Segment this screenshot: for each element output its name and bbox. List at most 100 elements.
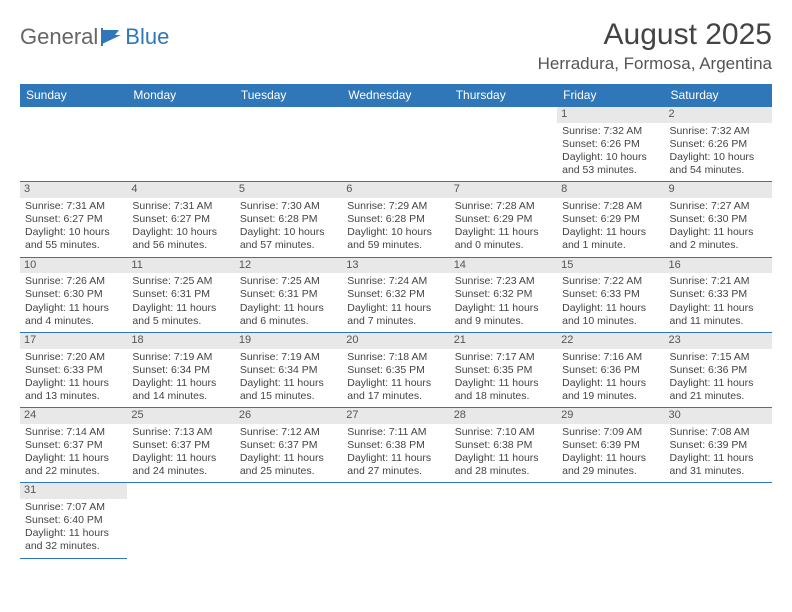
sunrise-line: Sunrise: 7:13 AM	[132, 426, 229, 439]
daylight-line: Daylight: 11 hours and 28 minutes.	[455, 452, 552, 478]
day-number: 29	[557, 408, 664, 424]
sunrise-line: Sunrise: 7:20 AM	[25, 351, 122, 364]
calendar-cell: 25 Sunrise: 7:13 AMSunset: 6:37 PMDayligh…	[127, 408, 234, 483]
daylight-line: Daylight: 11 hours and 13 minutes.	[25, 377, 122, 403]
calendar-row: 3Sunrise: 7:31 AMSunset: 6:27 PMDaylight…	[20, 182, 772, 257]
day-number: 14	[450, 258, 557, 274]
day-number: 28	[450, 408, 557, 424]
col-header: Thursday	[450, 84, 557, 107]
sunset-line: Sunset: 6:38 PM	[347, 439, 444, 452]
logo-text-2: Blue	[125, 24, 169, 50]
daylight-line: Daylight: 11 hours and 4 minutes.	[25, 302, 122, 328]
day-number: 15	[557, 258, 664, 274]
sunset-line: Sunset: 6:28 PM	[240, 213, 337, 226]
sunset-line: Sunset: 6:26 PM	[562, 138, 659, 151]
day-number: 16	[665, 258, 772, 274]
sunset-line: Sunset: 6:35 PM	[347, 364, 444, 377]
calendar-cell	[20, 107, 127, 182]
day-number: 13	[342, 258, 449, 274]
col-header: Wednesday	[342, 84, 449, 107]
daylight-line: Daylight: 11 hours and 6 minutes.	[240, 302, 337, 328]
sunset-line: Sunset: 6:27 PM	[132, 213, 229, 226]
daylight-line: Daylight: 11 hours and 11 minutes.	[670, 302, 767, 328]
daylight-line: Daylight: 11 hours and 21 minutes.	[670, 377, 767, 403]
calendar-cell	[342, 483, 449, 558]
day-number: 9	[665, 182, 772, 198]
sunrise-line: Sunrise: 7:24 AM	[347, 275, 444, 288]
sunrise-line: Sunrise: 7:22 AM	[562, 275, 659, 288]
calendar-cell: 30Sunrise: 7:08 AMSunset: 6:39 PMDayligh…	[665, 408, 772, 483]
logo: General Blue	[20, 24, 169, 50]
sunset-line: Sunset: 6:39 PM	[670, 439, 767, 452]
day-number: 3	[20, 182, 127, 198]
calendar-cell: 20Sunrise: 7:18 AMSunset: 6:35 PMDayligh…	[342, 332, 449, 407]
calendar-cell: 15Sunrise: 7:22 AMSunset: 6:33 PMDayligh…	[557, 257, 664, 332]
day-number: 25	[127, 408, 234, 424]
sunrise-line: Sunrise: 7:28 AM	[562, 200, 659, 213]
logo-text-1: General	[20, 24, 98, 50]
sunset-line: Sunset: 6:34 PM	[132, 364, 229, 377]
sunset-line: Sunset: 6:34 PM	[240, 364, 337, 377]
sunrise-line: Sunrise: 7:29 AM	[347, 200, 444, 213]
sunset-line: Sunset: 6:31 PM	[132, 288, 229, 301]
calendar-cell	[450, 483, 557, 558]
sunset-line: Sunset: 6:39 PM	[562, 439, 659, 452]
calendar-row: 24Sunrise: 7:14 AMSunset: 6:37 PMDayligh…	[20, 408, 772, 483]
daylight-line: Daylight: 11 hours and 9 minutes.	[455, 302, 552, 328]
sunrise-line: Sunrise: 7:25 AM	[132, 275, 229, 288]
sunset-line: Sunset: 6:40 PM	[25, 514, 122, 527]
daylight-line: Daylight: 11 hours and 25 minutes.	[240, 452, 337, 478]
calendar-cell: 8Sunrise: 7:28 AMSunset: 6:29 PMDaylight…	[557, 182, 664, 257]
daylight-line: Daylight: 10 hours and 59 minutes.	[347, 226, 444, 252]
sunset-line: Sunset: 6:37 PM	[132, 439, 229, 452]
daylight-line: Daylight: 10 hours and 53 minutes.	[562, 151, 659, 177]
daylight-line: Daylight: 11 hours and 24 minutes.	[132, 452, 229, 478]
daylight-line: Daylight: 11 hours and 32 minutes.	[25, 527, 122, 553]
sunset-line: Sunset: 6:38 PM	[455, 439, 552, 452]
calendar-cell	[450, 107, 557, 182]
location: Herradura, Formosa, Argentina	[538, 54, 772, 74]
calendar-cell: 22Sunrise: 7:16 AMSunset: 6:36 PMDayligh…	[557, 332, 664, 407]
calendar-cell: 13Sunrise: 7:24 AMSunset: 6:32 PMDayligh…	[342, 257, 449, 332]
calendar-cell: 19Sunrise: 7:19 AMSunset: 6:34 PMDayligh…	[235, 332, 342, 407]
sunset-line: Sunset: 6:35 PM	[455, 364, 552, 377]
daylight-line: Daylight: 11 hours and 19 minutes.	[562, 377, 659, 403]
day-number: 18	[127, 333, 234, 349]
col-header: Sunday	[20, 84, 127, 107]
daylight-line: Daylight: 11 hours and 7 minutes.	[347, 302, 444, 328]
sunrise-line: Sunrise: 7:07 AM	[25, 501, 122, 514]
day-number: 30	[665, 408, 772, 424]
sunset-line: Sunset: 6:33 PM	[25, 364, 122, 377]
day-number: 27	[342, 408, 449, 424]
sunrise-line: Sunrise: 7:26 AM	[25, 275, 122, 288]
sunset-line: Sunset: 6:26 PM	[670, 138, 767, 151]
daylight-line: Daylight: 11 hours and 22 minutes.	[25, 452, 122, 478]
col-header: Saturday	[665, 84, 772, 107]
calendar-cell	[127, 107, 234, 182]
calendar-cell	[235, 483, 342, 558]
daylight-line: Daylight: 11 hours and 2 minutes.	[670, 226, 767, 252]
sunset-line: Sunset: 6:31 PM	[240, 288, 337, 301]
calendar-row: 17Sunrise: 7:20 AMSunset: 6:33 PMDayligh…	[20, 332, 772, 407]
sunset-line: Sunset: 6:36 PM	[670, 364, 767, 377]
sunset-line: Sunset: 6:30 PM	[25, 288, 122, 301]
calendar-body: 1Sunrise: 7:32 AMSunset: 6:26 PMDaylight…	[20, 107, 772, 559]
calendar-cell: 29Sunrise: 7:09 AMSunset: 6:39 PMDayligh…	[557, 408, 664, 483]
calendar-cell: 31 Sunrise: 7:07 AMSunset: 6:40 PMDayligh…	[20, 483, 127, 558]
calendar-cell: 26Sunrise: 7:12 AMSunset: 6:37 PMDayligh…	[235, 408, 342, 483]
col-header: Monday	[127, 84, 234, 107]
sunrise-line: Sunrise: 7:17 AM	[455, 351, 552, 364]
sunrise-line: Sunrise: 7:30 AM	[240, 200, 337, 213]
day-number: 26	[235, 408, 342, 424]
month-title: August 2025	[538, 18, 772, 52]
calendar-row: 1Sunrise: 7:32 AMSunset: 6:26 PMDaylight…	[20, 107, 772, 182]
day-number: 2	[665, 107, 772, 123]
day-number: 31	[20, 483, 127, 499]
day-number: 8	[557, 182, 664, 198]
calendar-cell: 3Sunrise: 7:31 AMSunset: 6:27 PMDaylight…	[20, 182, 127, 257]
day-number: 7	[450, 182, 557, 198]
sunrise-line: Sunrise: 7:08 AM	[670, 426, 767, 439]
sunrise-line: Sunrise: 7:27 AM	[670, 200, 767, 213]
daylight-line: Daylight: 10 hours and 57 minutes.	[240, 226, 337, 252]
col-header: Friday	[557, 84, 664, 107]
